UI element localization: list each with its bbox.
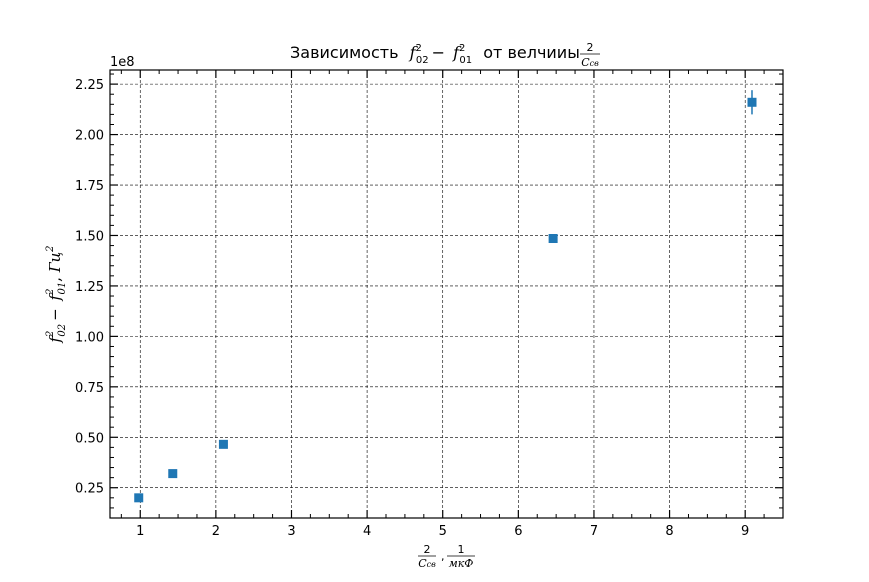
y-tick-label: 1.00 [75, 330, 104, 345]
svg-text:мкФ: мкФ [449, 557, 474, 570]
x-tick-label: 6 [514, 524, 522, 539]
title-fraction-numerator: 2 [587, 41, 594, 54]
y-tick-label: 1.75 [75, 179, 104, 194]
svg-text:,: , [441, 550, 445, 563]
axes-frame [109, 69, 784, 519]
x-tick-label: 3 [287, 524, 295, 539]
title-fraction-denominator: Cсв [581, 56, 599, 69]
x-axis-label: 2 Cсв , 1 мкФ [418, 543, 475, 570]
data-point [134, 493, 144, 503]
x-tick-label: 4 [363, 524, 371, 539]
y-axis-label: f202− f201, Гц2 [45, 245, 68, 343]
data-points [134, 90, 757, 503]
y-tick-label: 2.25 [75, 78, 104, 93]
y-tick-label: 0.25 [75, 482, 104, 497]
grid [110, 70, 783, 518]
title-fraction: 2 Cсв [580, 41, 600, 69]
data-point [168, 469, 178, 479]
svg-text:1: 1 [458, 543, 465, 556]
y-tick-labels: 0.25 0.50 0.75 1.00 1.25 1.50 1.75 2.00 2.25 [75, 78, 104, 497]
y-tick-label: 0.50 [75, 431, 104, 446]
x-tick-label: 2 [212, 524, 220, 539]
y-offset-label: 1e8 [110, 55, 135, 70]
title-middle: от велчииы [483, 43, 580, 62]
svg-text:2: 2 [424, 543, 431, 556]
x-tick-label: 8 [665, 524, 673, 539]
title-prefix: Зависимость [290, 43, 399, 62]
y-tick-label: 1.50 [75, 229, 104, 244]
x-tick-label: 9 [741, 524, 749, 539]
chart-title: Зависимость f2 02− f2 01 от велчииы 2 Cсв [290, 41, 600, 69]
x-tick-label: 5 [439, 524, 447, 539]
y-tick-label: 1.25 [75, 280, 104, 295]
x-tick-labels: 1 2 3 4 5 6 7 8 9 [136, 524, 749, 539]
svg-text:Cсв: Cсв [418, 557, 436, 570]
svg-text:Зависимость f202−: Зависимость f2 02− f2 01 от велчииы [290, 43, 580, 67]
axis-ticks [110, 70, 783, 519]
data-point [548, 234, 558, 244]
data-point [747, 97, 757, 107]
data-point [218, 439, 228, 449]
svg-text:f202− f201, Гц2: f202− f201, Гц2 [45, 245, 68, 343]
x-tick-label: 1 [136, 524, 144, 539]
y-tick-label: 2.00 [75, 129, 104, 144]
x-tick-label: 7 [590, 524, 598, 539]
y-tick-label: 0.75 [75, 381, 104, 396]
